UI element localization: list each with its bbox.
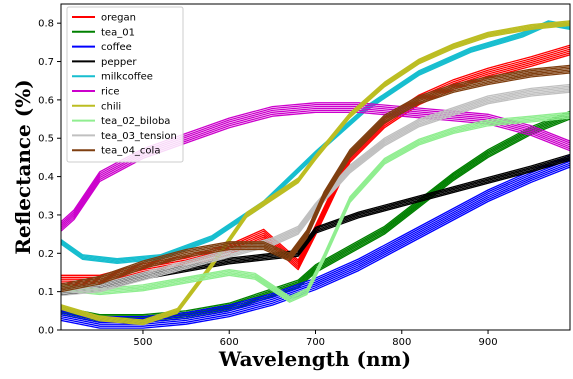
x-tick-label: 700 bbox=[306, 337, 325, 348]
legend-label: chili bbox=[101, 101, 121, 112]
legend-box bbox=[66, 6, 184, 163]
series-line-chili bbox=[61, 20, 570, 321]
y-tick-label: 0.5 bbox=[38, 134, 54, 145]
y-tick-label: 0.4 bbox=[38, 172, 54, 183]
x-tick-label: 600 bbox=[220, 337, 239, 348]
series-line-rice bbox=[61, 105, 570, 226]
series-line-milkcoffee bbox=[61, 20, 570, 260]
series-line-oregan bbox=[61, 44, 570, 276]
series-chili bbox=[61, 20, 570, 326]
series-line-chili bbox=[61, 22, 570, 323]
y-tick-label: 0.7 bbox=[38, 57, 54, 68]
series-line-coffee bbox=[61, 166, 570, 329]
y-tick-label: 0.0 bbox=[38, 326, 54, 337]
x-tick-label: 900 bbox=[478, 337, 497, 348]
legend-label: tea_04_cola bbox=[101, 146, 160, 157]
series-line-milkcoffee bbox=[61, 22, 570, 262]
series-line-coffee bbox=[61, 158, 570, 322]
series-line-coffee bbox=[61, 164, 570, 327]
series-line-chili bbox=[61, 21, 570, 322]
y-axis-title: Reflectance (%) bbox=[11, 79, 35, 254]
series-line-tea_02_biloba bbox=[61, 114, 570, 300]
series-line-chili bbox=[61, 23, 570, 325]
series-line-tea_04_cola bbox=[61, 64, 570, 285]
x-tick-label: 500 bbox=[133, 337, 152, 348]
series-line-tea_02_biloba bbox=[61, 111, 570, 298]
series-coffee bbox=[61, 154, 570, 329]
series-line-tea_01 bbox=[61, 110, 570, 316]
legend-label: milkcoffee bbox=[101, 72, 153, 83]
series-line-tea_03_tension bbox=[61, 85, 570, 290]
legend-label: tea_01 bbox=[101, 27, 135, 38]
series-line-tea_03_tension bbox=[61, 88, 570, 294]
legend-label: rice bbox=[101, 87, 120, 98]
x-tick-label: 800 bbox=[392, 337, 411, 348]
legend-label: oregan bbox=[101, 13, 136, 24]
legend-label: pepper bbox=[101, 57, 137, 68]
series-line-milkcoffee bbox=[61, 21, 570, 261]
legend-label: tea_02_biloba bbox=[101, 116, 170, 127]
series-line-rice bbox=[61, 102, 570, 223]
series-line-tea_02_biloba bbox=[61, 117, 570, 303]
x-axis: 500 600 700 800 900 bbox=[133, 330, 498, 348]
series-line-rice bbox=[61, 107, 570, 228]
y-axis: 0.0 0.1 0.2 0.3 0.4 0.5 0.6 0.7 0.8 bbox=[38, 19, 61, 337]
series-line-coffee bbox=[61, 160, 570, 323]
series-line-tea_02_biloba bbox=[61, 116, 570, 302]
y-tick-label: 0.6 bbox=[38, 95, 54, 106]
y-tick-label: 0.1 bbox=[38, 287, 54, 298]
y-tick-label: 0.3 bbox=[38, 210, 54, 221]
legend-label: coffee bbox=[101, 42, 132, 53]
x-axis-title: Wavelength (nm) bbox=[218, 347, 411, 371]
y-tick-label: 0.8 bbox=[38, 19, 54, 30]
series-tea_02_biloba bbox=[61, 111, 570, 303]
series-tea_04_cola bbox=[61, 64, 570, 293]
series-line-oregan bbox=[61, 48, 570, 280]
series-line-coffee bbox=[61, 156, 570, 320]
series-line-tea_02_biloba bbox=[61, 113, 570, 299]
y-tick-label: 0.2 bbox=[38, 249, 54, 260]
series-rice bbox=[61, 102, 570, 232]
legend-label: tea_03_tension bbox=[101, 131, 177, 142]
series-layer bbox=[61, 20, 570, 329]
series-line-chili bbox=[61, 24, 570, 326]
series-line-rice bbox=[61, 104, 570, 225]
series-line-tea_03_tension bbox=[61, 83, 570, 289]
series-line-tea_03_tension bbox=[61, 86, 570, 292]
